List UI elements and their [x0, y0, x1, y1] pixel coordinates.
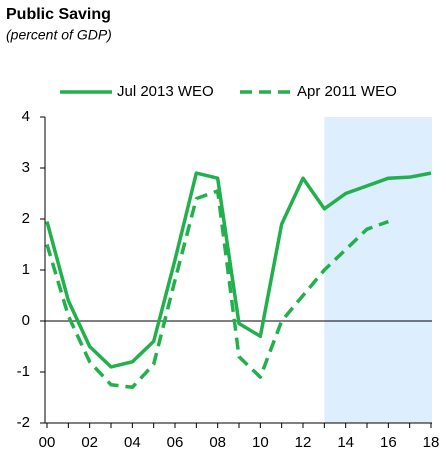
y-tick-label: -2 — [17, 414, 30, 431]
x-tick-label: 08 — [209, 434, 226, 451]
y-tick-label: 1 — [22, 261, 30, 278]
y-tick-label: 2 — [22, 210, 30, 227]
x-tick-label: 06 — [167, 434, 184, 451]
y-tick-label: 3 — [22, 159, 30, 176]
y-tick-label: -1 — [17, 363, 30, 380]
series-line — [45, 171, 432, 369]
y-tick-label: 4 — [22, 108, 30, 125]
forecast-shade — [324, 117, 432, 423]
x-tick-label: 10 — [252, 434, 269, 451]
x-tick-label: 00 — [39, 434, 56, 451]
x-tick-label: 02 — [81, 434, 98, 451]
y-tick-label: 0 — [22, 312, 30, 329]
x-tick-label: 18 — [423, 434, 440, 451]
x-tick-label: 04 — [124, 434, 141, 451]
x-tick-label: 12 — [295, 434, 312, 451]
chart-title: Public Saving — [6, 6, 111, 23]
series-line — [45, 189, 389, 390]
legend-label: Jul 2013 WEO — [117, 83, 214, 100]
x-tick-label: 14 — [337, 434, 354, 451]
x-tick-label: 16 — [380, 434, 397, 451]
legend-label: Apr 2011 WEO — [297, 83, 397, 100]
chart-subtitle: (percent of GDP) — [6, 27, 112, 43]
